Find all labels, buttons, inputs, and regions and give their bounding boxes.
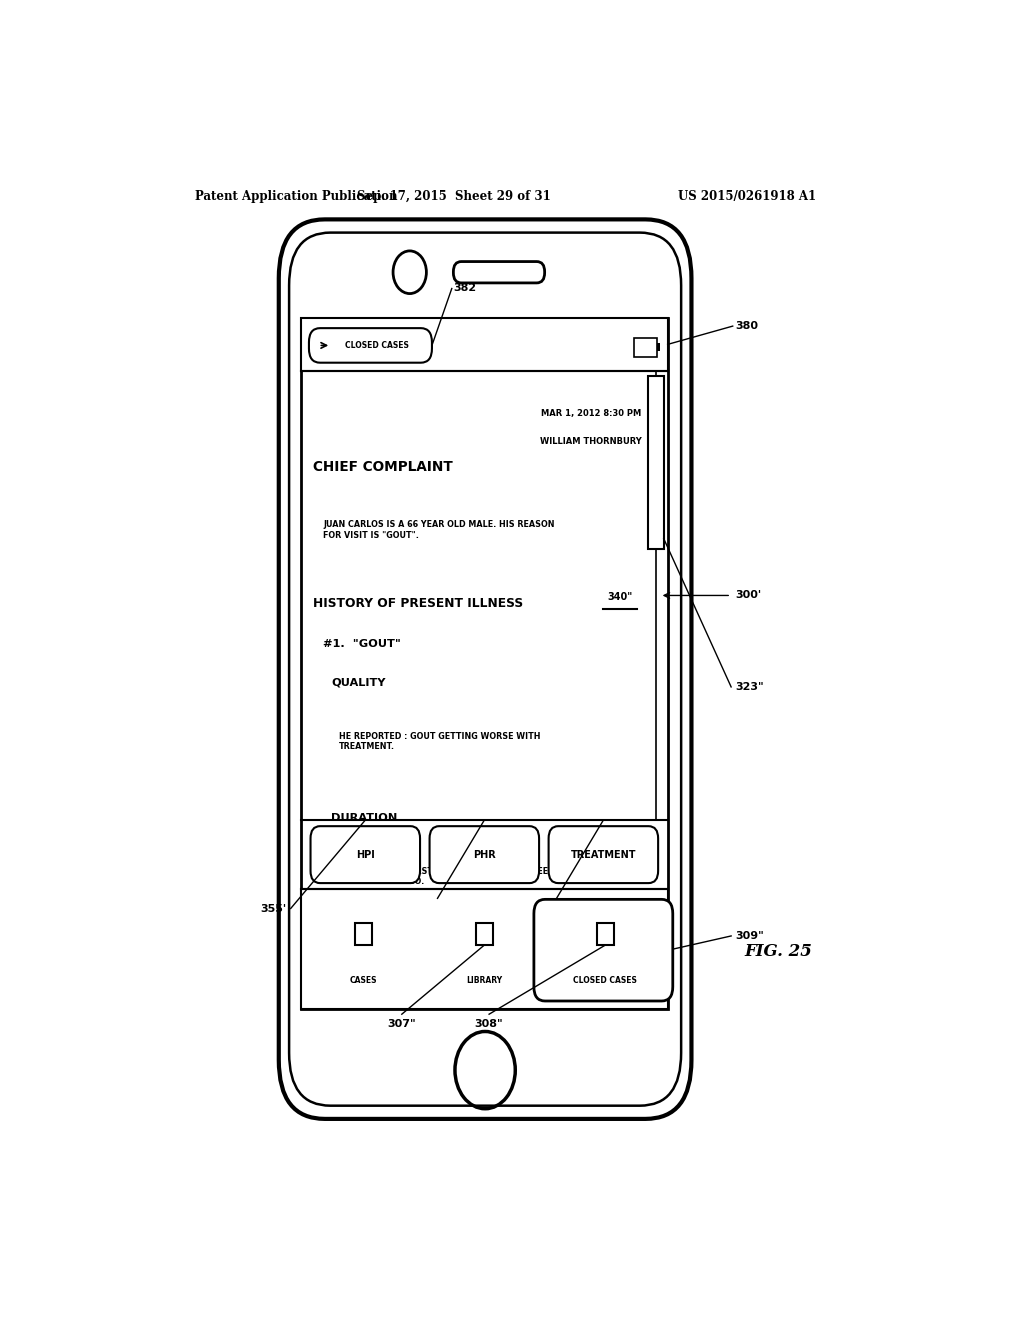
- FancyBboxPatch shape: [309, 329, 432, 363]
- Text: #1.  "GOUT": #1. "GOUT": [324, 639, 401, 649]
- Text: HE REPORTED : LAST VISIT FOR GOUT BETWEEN 3
AND 5 YEARS AGO.: HE REPORTED : LAST VISIT FOR GOUT BETWEE…: [339, 867, 563, 886]
- Text: WILLIAM THORNBURY: WILLIAM THORNBURY: [540, 437, 641, 446]
- Bar: [354, 923, 372, 945]
- Text: DURATION: DURATION: [331, 813, 397, 824]
- Text: LIBRARY: LIBRARY: [466, 977, 503, 985]
- Text: 340": 340": [607, 593, 633, 602]
- FancyBboxPatch shape: [430, 826, 539, 883]
- Text: 349': 349': [543, 903, 570, 913]
- Text: 307": 307": [387, 1019, 416, 1030]
- Bar: [656, 343, 659, 351]
- Text: FIG. 25: FIG. 25: [744, 942, 813, 960]
- Text: 382: 382: [454, 284, 476, 293]
- Text: TREATMENT: TREATMENT: [570, 850, 636, 859]
- Text: CHIEF COMPLAINT: CHIEF COMPLAINT: [313, 461, 453, 474]
- Text: PHR: PHR: [473, 850, 496, 859]
- Text: 308": 308": [475, 1019, 504, 1030]
- Text: 355': 355': [260, 903, 287, 913]
- Text: Sep. 17, 2015  Sheet 29 of 31: Sep. 17, 2015 Sheet 29 of 31: [356, 190, 550, 202]
- Text: MAR 1, 2012 8:30 PM: MAR 1, 2012 8:30 PM: [542, 409, 641, 418]
- Text: QUALITY: QUALITY: [331, 678, 386, 688]
- FancyBboxPatch shape: [279, 219, 691, 1119]
- Bar: [301, 890, 668, 1008]
- Text: US 2015/0261918 A1: US 2015/0261918 A1: [678, 190, 816, 202]
- Text: 300': 300': [735, 590, 761, 601]
- Bar: [475, 923, 494, 945]
- Text: JUAN CARLOS IS A 66 YEAR OLD MALE. HIS REASON
FOR VISIT IS "GOUT".: JUAN CARLOS IS A 66 YEAR OLD MALE. HIS R…: [324, 520, 555, 540]
- Text: 345': 345': [424, 903, 451, 913]
- FancyBboxPatch shape: [289, 232, 681, 1106]
- Bar: [597, 923, 614, 945]
- Text: HISTORY OF PRESENT ILLNESS: HISTORY OF PRESENT ILLNESS: [313, 597, 523, 610]
- FancyBboxPatch shape: [454, 261, 545, 282]
- Bar: [301, 318, 668, 371]
- Text: 380: 380: [735, 321, 758, 331]
- FancyBboxPatch shape: [310, 826, 420, 883]
- Text: Patent Application Publication: Patent Application Publication: [196, 190, 398, 202]
- Text: CLOSED CASES: CLOSED CASES: [573, 977, 637, 985]
- FancyBboxPatch shape: [549, 826, 658, 883]
- Text: HE REPORTED : GOUT GETTING WORSE WITH
TREATMENT.: HE REPORTED : GOUT GETTING WORSE WITH TR…: [339, 731, 541, 751]
- Text: HPI: HPI: [356, 850, 375, 859]
- Bar: [634, 338, 656, 356]
- Text: CASES: CASES: [349, 977, 377, 985]
- Bar: [648, 376, 664, 549]
- FancyBboxPatch shape: [534, 899, 673, 1001]
- Text: 323": 323": [735, 682, 764, 692]
- Text: 309": 309": [735, 931, 764, 941]
- Text: CLOSED CASES: CLOSED CASES: [345, 341, 409, 350]
- Bar: [301, 318, 668, 1008]
